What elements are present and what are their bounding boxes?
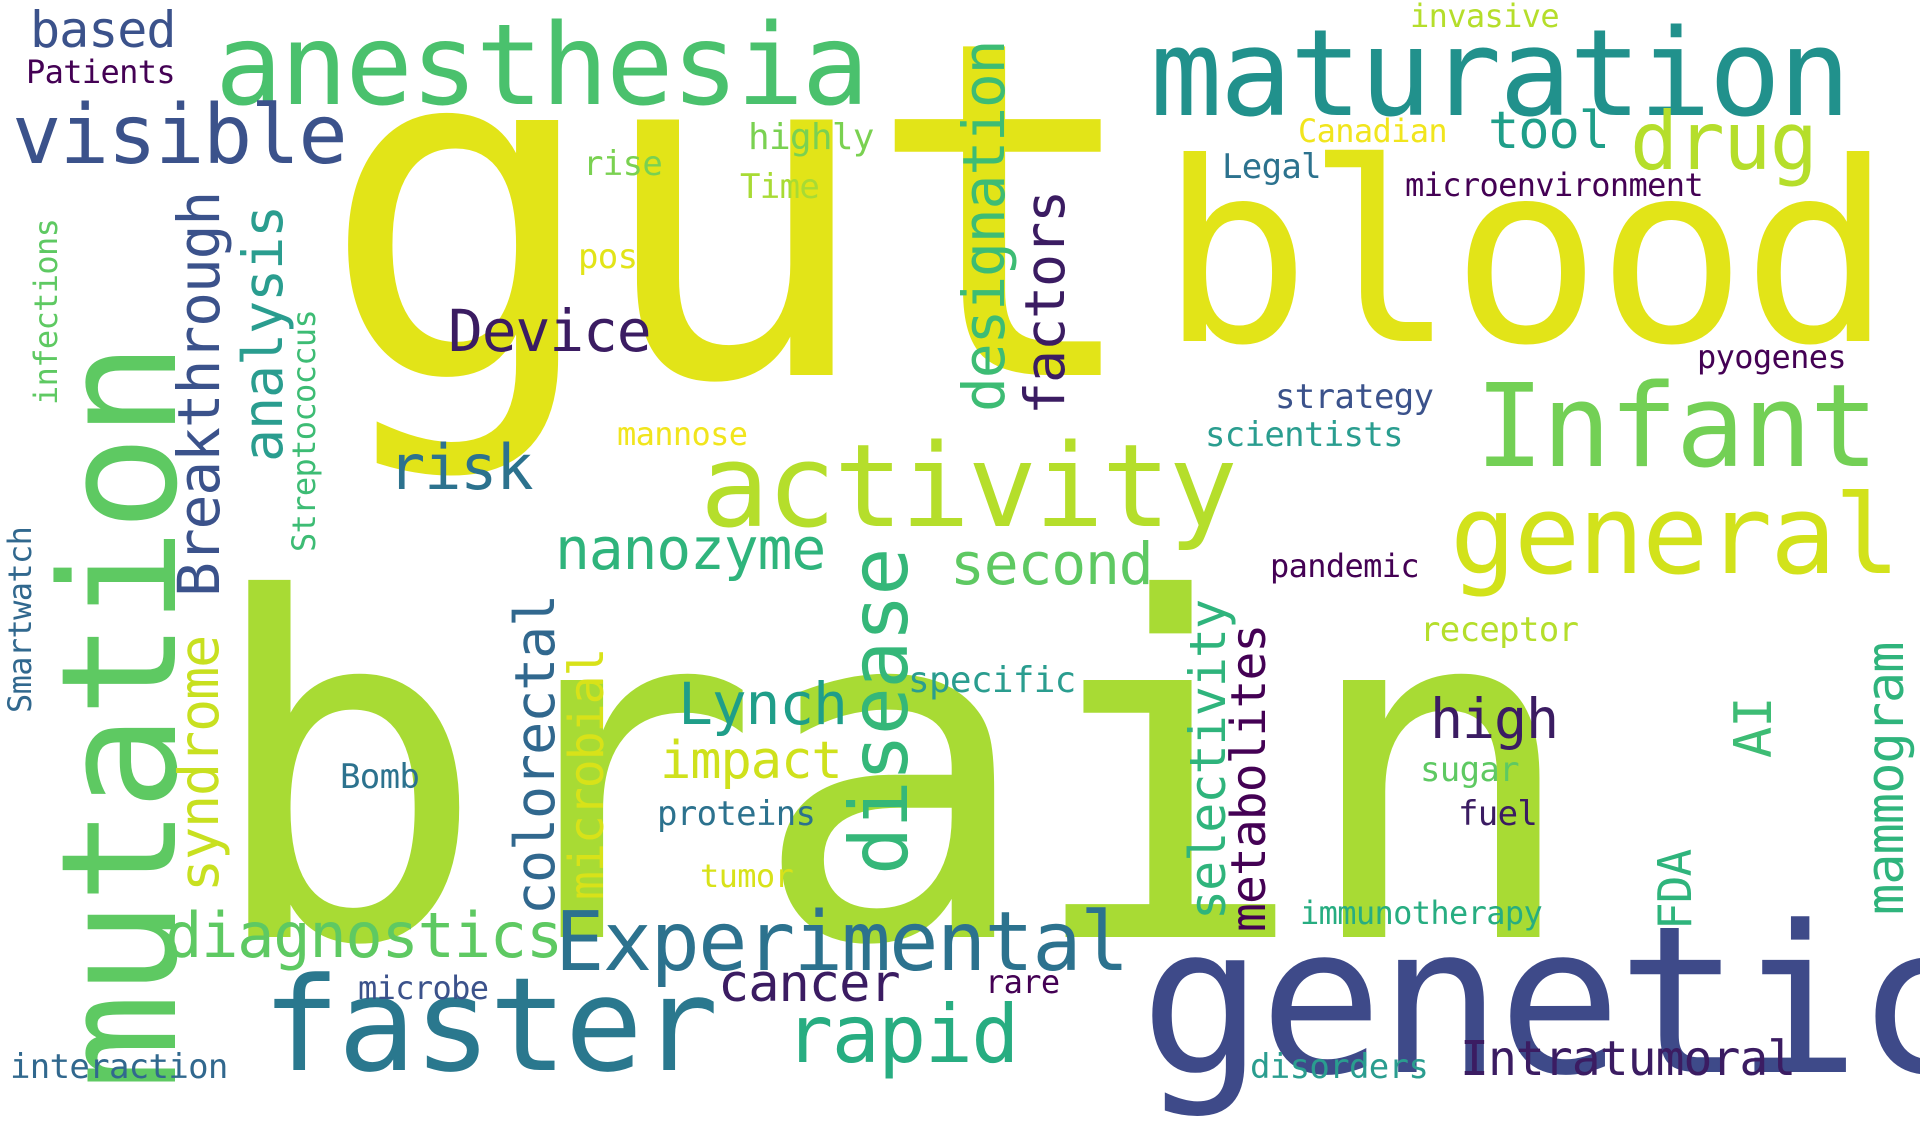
word-mammogram: mammogram bbox=[1856, 642, 1916, 915]
word-microbe: microbe bbox=[358, 969, 489, 1007]
word-microbial: microbial bbox=[559, 648, 615, 900]
word-lynch: Lynch bbox=[678, 670, 848, 738]
word-interaction: interaction bbox=[10, 1047, 228, 1087]
word-experimental: Experimental bbox=[555, 895, 1129, 990]
word-impact: impact bbox=[660, 731, 843, 791]
word-tumor: tumor bbox=[700, 857, 794, 895]
word-designation: designation bbox=[950, 40, 1018, 412]
word-cancer: cancer bbox=[718, 954, 901, 1014]
word-visible: visible bbox=[12, 88, 348, 183]
word-receptor: receptor bbox=[1420, 610, 1579, 650]
word-strategy: strategy bbox=[1275, 377, 1434, 417]
word-metabolites: metabolites bbox=[1221, 624, 1277, 932]
word-high: high bbox=[1430, 687, 1559, 751]
word-device: Device bbox=[448, 297, 652, 365]
word-activity: activity bbox=[700, 420, 1238, 554]
word-breakthrough: Breakthrough bbox=[165, 191, 233, 597]
word-general: general bbox=[1450, 471, 1900, 599]
word-rise: rise bbox=[583, 144, 663, 184]
word-syndrome: syndrome bbox=[167, 635, 231, 892]
word-post: post bbox=[578, 237, 658, 277]
word-smartwatch: Smartwatch bbox=[1, 526, 39, 713]
word-microenvironment: microenvironment bbox=[1405, 166, 1704, 204]
word-drug: drug bbox=[1630, 95, 1818, 188]
word-faster: faster bbox=[262, 949, 719, 1101]
word-fda: FDA bbox=[1648, 849, 1702, 930]
word-streptococcus: Streptococcus bbox=[285, 309, 323, 552]
word-ai: AI bbox=[1724, 697, 1784, 758]
word-legal: Legal bbox=[1222, 147, 1322, 187]
word-canadian: Canadian bbox=[1298, 112, 1448, 150]
word-intratumoral: Intratumoral bbox=[1460, 1031, 1796, 1087]
word-mannose: mannose bbox=[617, 415, 748, 453]
word-factors: factors bbox=[1013, 190, 1077, 415]
word-brain: brain bbox=[204, 501, 1581, 1048]
word-anesthesia: anesthesia bbox=[215, 1, 869, 131]
word-specific: specific bbox=[908, 660, 1076, 701]
word-second: second bbox=[950, 530, 1154, 598]
word-pandemic: pandemic bbox=[1270, 547, 1420, 585]
word-risk: risk bbox=[388, 431, 534, 504]
word-colorectal: colorectal bbox=[503, 594, 567, 915]
word-maturation: maturation bbox=[1150, 5, 1851, 144]
word-time: Time bbox=[740, 167, 820, 207]
word-blood: blood bbox=[1160, 109, 1893, 400]
word-infant: Infant bbox=[1475, 360, 1879, 494]
word-fuel: fuel bbox=[1458, 794, 1538, 834]
word-bomb: Bomb bbox=[340, 757, 420, 797]
word-diagnostics: diagnostics bbox=[165, 899, 563, 972]
word-scientists: scientists bbox=[1205, 415, 1404, 455]
word-highly: highly bbox=[748, 117, 874, 158]
word-analysis: analysis bbox=[231, 205, 295, 462]
word-immunotherapy: immunotherapy bbox=[1300, 894, 1543, 932]
word-based: based bbox=[30, 1, 177, 59]
word-rapid: rapid bbox=[785, 988, 1019, 1081]
word-infections: infections bbox=[27, 218, 65, 405]
word-disorders: disorders bbox=[1250, 1047, 1429, 1087]
word-genetic: genetic bbox=[1140, 883, 1920, 1121]
word-nanozyme: nanozyme bbox=[555, 515, 826, 583]
word-sugar: sugar bbox=[1420, 750, 1520, 790]
word-pyogenes: pyogenes bbox=[1697, 338, 1847, 376]
word-proteins: proteins bbox=[657, 794, 816, 834]
word-gut: gut bbox=[320, 0, 1147, 486]
word-tool: tool bbox=[1488, 101, 1610, 161]
word-invasive: invasive bbox=[1410, 0, 1560, 35]
word-rare: rare bbox=[985, 963, 1060, 1001]
word-patients: Patients bbox=[26, 53, 176, 91]
word-disease: disease bbox=[833, 549, 926, 875]
